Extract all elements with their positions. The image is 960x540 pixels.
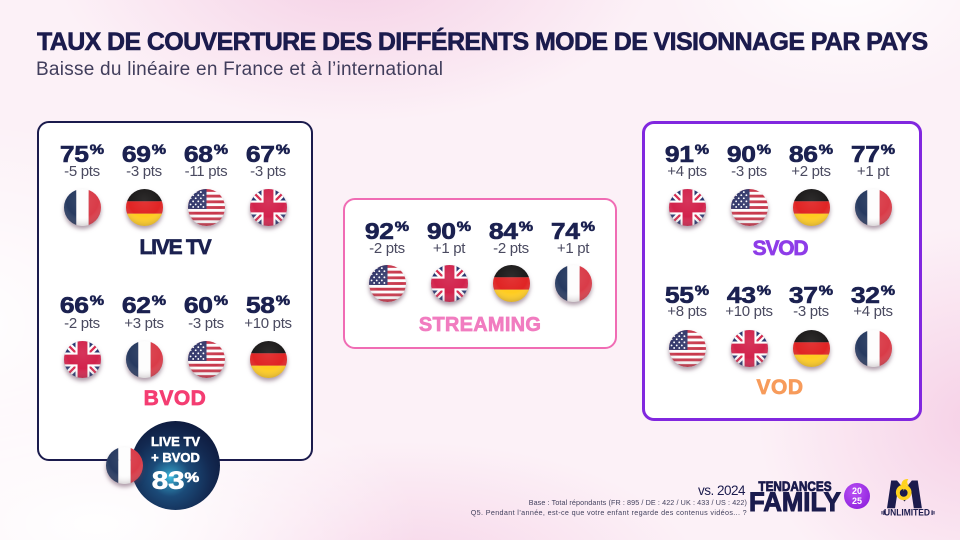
svg-text:UNLIMITED: UNLIMITED — [884, 508, 930, 518]
